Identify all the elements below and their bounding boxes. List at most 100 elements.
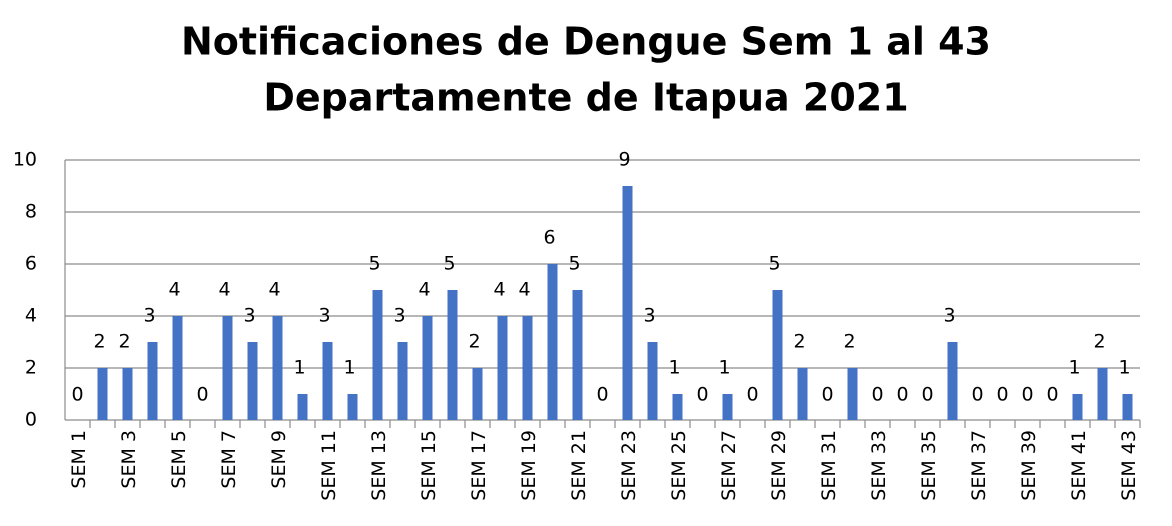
x-tick-label: SEM 15 — [418, 430, 440, 501]
bar — [272, 316, 283, 420]
data-label: 4 — [493, 279, 505, 301]
bar — [572, 290, 583, 420]
data-label: 2 — [118, 331, 130, 353]
bar — [1072, 394, 1083, 420]
x-tick-label: SEM 29 — [768, 430, 790, 501]
bar — [647, 342, 658, 420]
bar — [947, 342, 958, 420]
x-tick-label: SEM 37 — [968, 430, 990, 501]
x-tick-label: SEM 3 — [118, 430, 140, 489]
x-tick-label: SEM 23 — [618, 430, 640, 501]
x-tick-label: SEM 39 — [1018, 430, 1040, 501]
data-label: 0 — [871, 384, 883, 406]
data-label: 4 — [218, 279, 230, 301]
x-tick-label: SEM 35 — [918, 430, 940, 501]
x-tick-label: SEM 21 — [568, 430, 590, 501]
x-tick-label: SEM 41 — [1068, 430, 1090, 501]
bar — [797, 368, 808, 420]
data-label: 0 — [821, 384, 833, 406]
y-tick-label: 4 — [25, 305, 37, 327]
data-label: 5 — [368, 253, 380, 275]
data-label: 0 — [896, 384, 908, 406]
data-label: 6 — [543, 227, 555, 249]
data-label: 4 — [518, 279, 530, 301]
bar — [1097, 368, 1108, 420]
x-tick-label: SEM 9 — [268, 430, 290, 489]
data-label: 2 — [793, 331, 805, 353]
bar — [122, 368, 133, 420]
x-tick-label: SEM 17 — [468, 430, 490, 501]
data-label: 3 — [143, 305, 155, 327]
bar — [447, 290, 458, 420]
data-label: 0 — [971, 384, 983, 406]
bar — [672, 394, 683, 420]
bar — [1122, 394, 1133, 420]
bar — [347, 394, 358, 420]
chart-title: Notificaciones de Dengue Sem 1 al 43 — [181, 20, 991, 64]
data-label: 5 — [443, 253, 455, 275]
y-tick-label: 0 — [25, 409, 37, 431]
data-label: 1 — [1068, 357, 1080, 379]
bar — [772, 290, 783, 420]
bar — [322, 342, 333, 420]
data-label: 0 — [71, 384, 83, 406]
data-label: 4 — [168, 279, 180, 301]
bar — [522, 316, 533, 420]
y-tick-label: 10 — [13, 149, 37, 171]
data-label: 3 — [643, 305, 655, 327]
data-label: 2 — [1093, 331, 1105, 353]
bar — [847, 368, 858, 420]
y-tick-label: 2 — [25, 357, 37, 379]
bar — [497, 316, 508, 420]
bar — [97, 368, 108, 420]
data-label: 5 — [768, 253, 780, 275]
y-tick-label: 8 — [25, 201, 37, 223]
bar — [172, 316, 183, 420]
data-label: 2 — [843, 331, 855, 353]
x-tick-label: SEM 25 — [668, 430, 690, 501]
data-label: 9 — [618, 149, 630, 171]
x-tick-label: SEM 7 — [218, 430, 240, 489]
bar — [397, 342, 408, 420]
y-tick-label: 6 — [25, 253, 37, 275]
x-tick-label: SEM 43 — [1118, 430, 1140, 501]
data-label: 1 — [293, 357, 305, 379]
bar — [247, 342, 258, 420]
x-tick-label: SEM 19 — [518, 430, 540, 501]
data-label: 0 — [696, 384, 708, 406]
x-tick-label: SEM 13 — [368, 430, 390, 501]
bar — [422, 316, 433, 420]
data-label: 2 — [468, 331, 480, 353]
bar — [297, 394, 308, 420]
bar — [222, 316, 233, 420]
data-label: 1 — [668, 357, 680, 379]
data-label: 5 — [568, 253, 580, 275]
data-label: 1 — [718, 357, 730, 379]
bar — [622, 186, 633, 420]
data-label: 4 — [268, 279, 280, 301]
chart-title: Departamente de Itapua 2021 — [263, 76, 908, 120]
x-tick-label: SEM 33 — [868, 430, 890, 501]
data-label: 2 — [93, 331, 105, 353]
data-label: 1 — [343, 357, 355, 379]
data-label: 0 — [1046, 384, 1058, 406]
bar — [722, 394, 733, 420]
data-label: 0 — [1021, 384, 1033, 406]
x-tick-label: SEM 31 — [818, 430, 840, 501]
data-label: 0 — [196, 384, 208, 406]
data-label: 1 — [1118, 357, 1130, 379]
data-label: 0 — [996, 384, 1008, 406]
bar — [472, 368, 483, 420]
x-tick-label: SEM 27 — [718, 430, 740, 501]
data-label: 3 — [393, 305, 405, 327]
data-label: 4 — [418, 279, 430, 301]
data-label: 0 — [921, 384, 933, 406]
data-label: 3 — [943, 305, 955, 327]
data-label: 0 — [596, 384, 608, 406]
bar — [147, 342, 158, 420]
bar — [372, 290, 383, 420]
data-label: 0 — [746, 384, 758, 406]
data-label: 3 — [318, 305, 330, 327]
x-tick-label: SEM 5 — [168, 430, 190, 489]
